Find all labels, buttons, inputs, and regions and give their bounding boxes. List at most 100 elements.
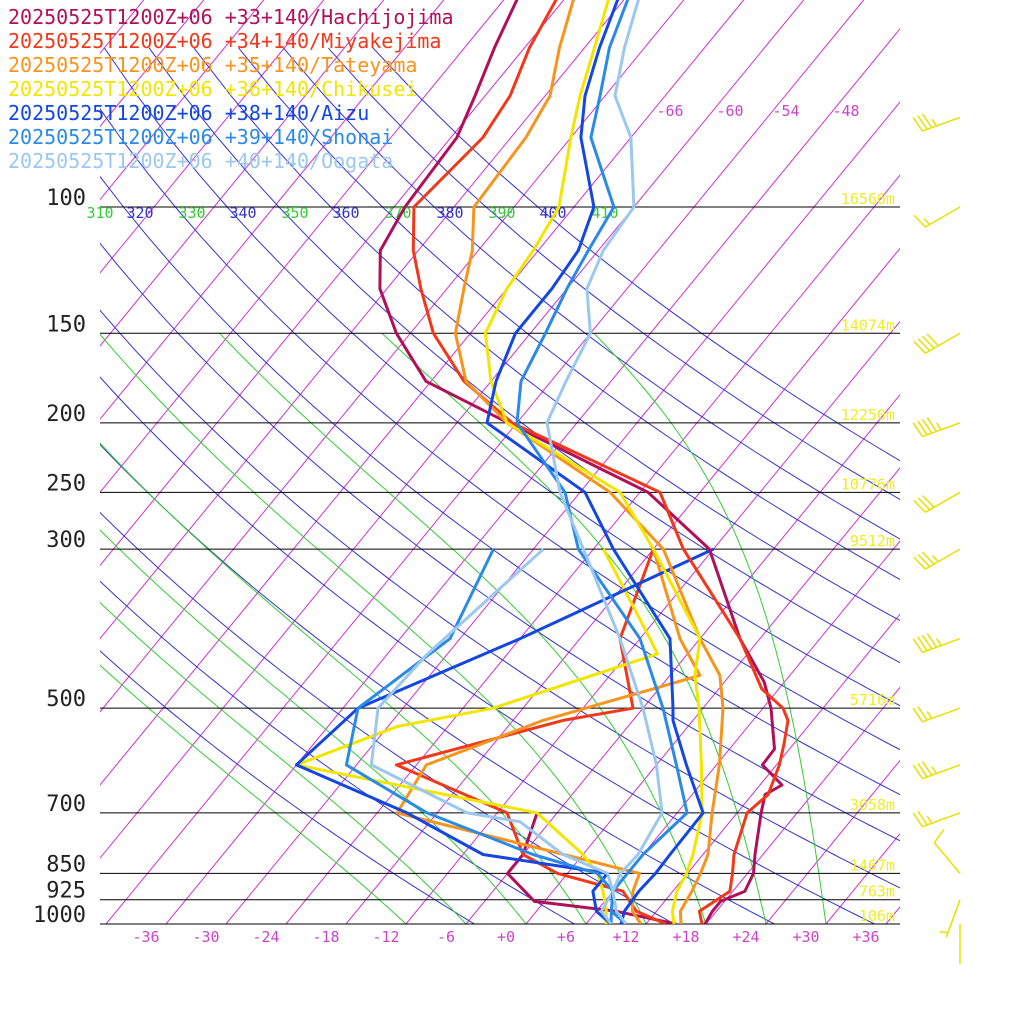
pressure-label: 300: [46, 528, 86, 553]
legend-entry: 20250525T1200Z+06 +38+140/Aizu: [8, 101, 369, 125]
wind-barb-feather: [926, 333, 939, 347]
upper-temperature-labels: -66 -60 -54 -48: [656, 102, 859, 120]
wind-barb-feather: [926, 417, 938, 432]
dry-adiabat-line: [327, 47, 900, 501]
wind-barb-feather: [913, 214, 926, 228]
temperature-tick-label: +24: [732, 928, 759, 946]
theta-label: 310: [86, 204, 113, 222]
isotherm-line: [645, 613, 900, 924]
moist-adiabat-line: [219, 332, 707, 924]
isotherm-line: [946, 0, 1024, 924]
wind-barb-feather: [926, 633, 938, 648]
isotherm-line: [100, 0, 625, 640]
moist-adiabat-line: [100, 664, 407, 924]
legend-entry: 20250525T1200Z+06 +35+140/Tateyama: [8, 53, 417, 77]
isotherm-line: [405, 320, 900, 924]
dry-adiabat-line: [100, 443, 775, 924]
moist-adiabat-line: [593, 332, 827, 924]
temperature-line: [483, 0, 704, 924]
temperature-tick-label: -30: [192, 928, 219, 946]
temperature-tick-label: +0: [497, 928, 515, 946]
wind-barb-feather: [912, 707, 924, 723]
height-labels: 16566m 14074m 12250m 10776m 9512m 5716m 3058m 1…: [841, 190, 895, 925]
wind-barb-feather: [912, 638, 924, 653]
isotherm-line: [705, 686, 900, 924]
dry-adiabat-line: [100, 650, 475, 924]
dewpoint-line: [294, 547, 715, 924]
wind-barb-staff: [924, 548, 961, 570]
theta-label: 400: [539, 204, 566, 222]
dry-adiabat-line: [193, 47, 900, 622]
dry-adiabat-line: [372, 47, 900, 462]
isotherm-line: [465, 393, 900, 924]
height-label: 763m: [859, 883, 895, 901]
isotherm-line: [100, 0, 385, 347]
wind-barb-staff: [924, 206, 961, 228]
wind-barb-feather: [912, 422, 924, 437]
temperature-line: [378, 0, 784, 924]
isotherm-line: [1006, 0, 1024, 924]
wind-barb-feather: [913, 556, 926, 570]
height-label: 14074m: [841, 316, 895, 334]
wind-barb-half-feather: [935, 422, 942, 431]
temperature-tick-label: +6: [557, 928, 575, 946]
wind-barb-half-feather: [923, 218, 931, 226]
legend-entry: 20250525T1200Z+06 +36+140/Chikusei: [8, 77, 417, 101]
height-label: 106m: [859, 907, 895, 925]
moist-adiabat-lines: [100, 332, 827, 924]
moist-adiabat-line: [381, 332, 767, 924]
temperature-line: [411, 0, 790, 924]
temperature-line: [485, 0, 705, 924]
isotherm-line: [100, 0, 505, 494]
wind-barb-feather: [917, 810, 928, 826]
theta-label: 390: [488, 204, 515, 222]
isotherm-line: [100, 0, 805, 859]
height-label: 10776m: [841, 475, 895, 493]
height-label: 16566m: [841, 190, 895, 208]
wind-barb-feather: [922, 494, 935, 508]
pressure-label: 700: [46, 792, 86, 817]
temperature-tick-label: +30: [792, 928, 819, 946]
isotherm-line: [285, 174, 900, 924]
isotherm-line: [100, 0, 745, 786]
moist-adiabat-line: [100, 442, 587, 924]
wind-barb-feather: [917, 636, 928, 652]
wind-barb-staff: [933, 842, 961, 874]
isotherm-line: [100, 0, 325, 274]
pressure-label: 100: [46, 186, 86, 211]
wind-barb-half-feather: [931, 766, 938, 774]
isotherm-line: [525, 467, 900, 924]
dry-adiabat-line: [238, 47, 900, 581]
temperature-tick-label: -18: [312, 928, 339, 946]
isotherm-line: [765, 759, 900, 924]
dry-adiabat-line: [100, 376, 875, 924]
legend-entry: 20250525T1200Z+06 +40+140/Oogata: [8, 149, 393, 173]
dewpoint-line: [506, 812, 677, 924]
upper-temperature-label: -60: [716, 102, 743, 120]
pressure-label: 500: [46, 687, 86, 712]
temperature-line: [453, 0, 725, 924]
theta-label: 340: [229, 204, 256, 222]
height-label: 9512m: [850, 532, 895, 550]
wind-barb-half-feather: [931, 118, 938, 127]
legend-entry: 20250525T1200Z+06 +33+140/Hachijojima: [8, 5, 454, 29]
wind-barb-feather: [917, 338, 931, 352]
temperature-tick-label: +12: [612, 928, 639, 946]
legend-entry: 20250525T1200Z+06 +34+140/Miyakejima: [8, 29, 441, 53]
wind-barb-half-feather: [926, 815, 933, 824]
isotherm-line: [100, 0, 685, 713]
temperature-tick-label: -24: [252, 928, 279, 946]
isotherm-line: [100, 0, 445, 420]
height-label: 12250m: [841, 406, 895, 424]
wind-barb-feather: [917, 706, 928, 721]
dewpoint-line: [394, 548, 667, 924]
wind-barb-staff: [922, 764, 961, 780]
temperature-line: [545, 0, 664, 924]
dry-adiabat-line: [100, 309, 900, 889]
wind-barb-feather: [912, 812, 924, 828]
dry-adiabat-line: [100, 108, 900, 751]
wind-barb-feather: [917, 762, 928, 778]
height-label: 5716m: [850, 691, 895, 709]
